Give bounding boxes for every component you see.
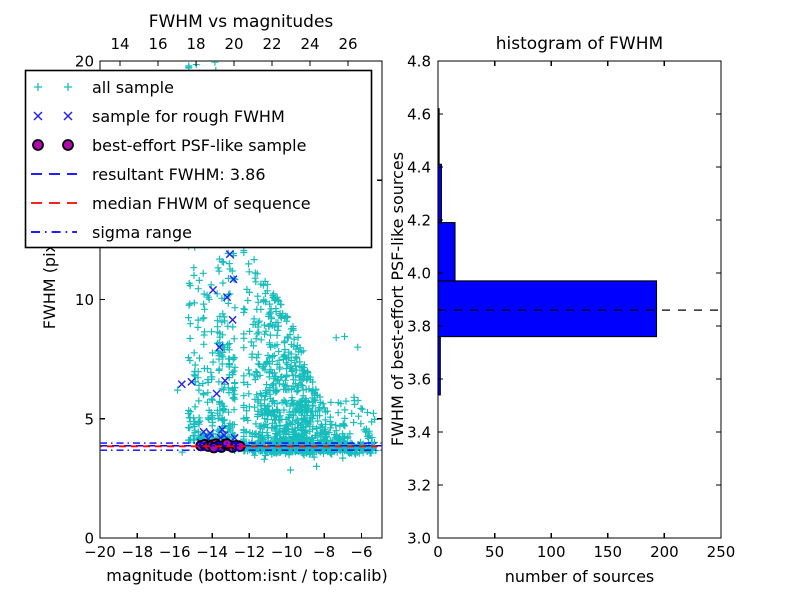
psf-like-point: [208, 442, 220, 454]
left-plot-ylabel: FWHM (pix): [40, 237, 59, 330]
legend-label: resultant FWHM: 3.86: [92, 165, 266, 184]
hist-yaxis-tick-label: 3.2: [407, 477, 431, 495]
left-axis-tick-label: 5: [84, 410, 94, 428]
top-axis-tick-label: 16: [148, 35, 167, 53]
left-axis-tick-label: 10: [75, 291, 94, 309]
legend-label: sigma range: [92, 223, 192, 242]
legend-entry-5: median FHWM of sequence: [31, 194, 311, 213]
bottom-axis-tick-label: −20: [84, 543, 116, 561]
legend-entry-2: sample for rough FWHM: [33, 107, 285, 126]
hist-yaxis-tick-label: 3.0: [407, 530, 431, 548]
hist-yaxis-tick-label: 3.6: [407, 371, 431, 389]
left-plot-fwhm-vs-mag: FWHM vs magnitudes 14 16 18 20 22 24 26 −20 −18 −1…: [24, 12, 388, 585]
hist-yaxis-tick-label: 4.4: [407, 159, 431, 177]
top-axis-tick-label: 14: [110, 35, 129, 53]
hist-xaxis-tick-label: 200: [650, 543, 679, 561]
legend-entry-3: best-effort PSF-like sample: [32, 136, 306, 155]
top-axis-tick-label: 18: [186, 35, 205, 53]
legend-circle-icon: [32, 139, 44, 151]
legend-entry-6: sigma range: [31, 223, 192, 242]
hist-bar: [437, 222, 456, 282]
bottom-axis-tick-label: −12: [234, 543, 266, 561]
legend-label: best-effort PSF-like sample: [92, 136, 306, 155]
right-plot-xlabel: number of sources: [505, 567, 655, 586]
hist-xaxis-tick-label: 50: [485, 543, 504, 561]
legend-x-icon: [63, 111, 73, 121]
legend-label: median FHWM of sequence: [92, 194, 311, 213]
legend-label: all sample: [92, 78, 174, 97]
hist-yaxis-tick-label: 4.6: [407, 106, 431, 124]
bottom-axis-tick-label: −14: [196, 543, 228, 561]
right-plot-title: histogram of FWHM: [496, 34, 663, 54]
bottom-axis-tick-label: −10: [271, 543, 303, 561]
hist-xaxis-tick-label: 250: [707, 543, 736, 561]
left-plot-data: [100, 61, 382, 474]
left-axis-tick-label: 0: [84, 530, 94, 548]
hist-yaxis-tick-label: 3.4: [407, 424, 431, 442]
top-axis-tick-label: 20: [224, 35, 243, 53]
top-axis-tick-label: 26: [338, 35, 357, 53]
bottom-axis-tick-label: −8: [313, 543, 335, 561]
histogram-bars: [437, 108, 658, 396]
hist-yaxis-tick-label: 4.2: [407, 212, 431, 230]
hist-xaxis-tick-label: 0: [433, 543, 443, 561]
hist-bar: [437, 280, 658, 338]
legend-entry-1: all sample: [34, 78, 174, 97]
legend-circle-icon: [62, 139, 74, 151]
top-axis-tick-label: 24: [300, 35, 319, 53]
right-plot-frame: [437, 60, 722, 539]
legend-box: [24, 69, 373, 249]
left-plot-xlabel: magnitude (bottom:isnt / top:calib): [106, 566, 387, 585]
right-plot-histogram: histogram of FWHM 0 50 100 150 200 250 3.0 3.2 3.…: [388, 34, 735, 586]
hist-yaxis-tick-label: 3.8: [407, 318, 431, 336]
bottom-axis-tick-label: −18: [122, 543, 154, 561]
bottom-axis-tick-label: −16: [159, 543, 191, 561]
left-plot-title: FWHM vs magnitudes: [149, 12, 334, 32]
right-plot-ylabel: FWHM of best-effort PSF-like sources: [388, 152, 407, 446]
top-axis-tick-label: 22: [262, 35, 281, 53]
bottom-axis-tick-label: −6: [350, 543, 372, 561]
hist-xaxis-tick-label: 150: [593, 543, 622, 561]
hist-yaxis-tick-label: 4.8: [407, 53, 431, 71]
legend-plus-icon: [64, 83, 72, 91]
legend-x-icon: [33, 111, 43, 121]
hist-yaxis-tick-label: 4.0: [407, 265, 431, 283]
legend-plus-icon: [34, 83, 42, 91]
left-axis-tick-label: 20: [75, 53, 94, 71]
hist-xaxis-tick-label: 100: [537, 543, 566, 561]
legend-entry-4: resultant FWHM: 3.86: [31, 165, 266, 184]
legend: all sample sample for rough FWHM best-effo…: [24, 69, 373, 249]
legend-label: sample for rough FWHM: [92, 107, 285, 126]
